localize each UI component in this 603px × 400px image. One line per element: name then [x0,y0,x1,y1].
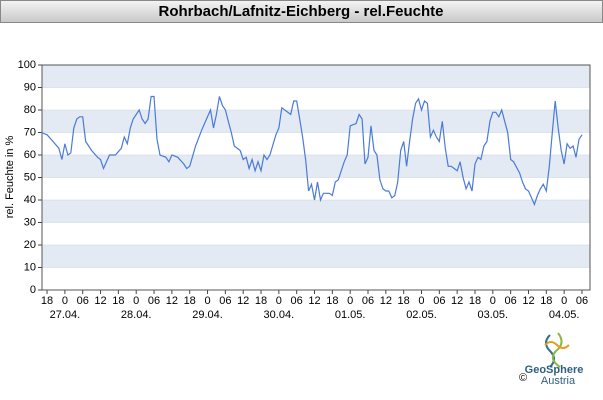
x-tick-label: 18 [469,295,481,307]
y-tick-label: 50 [24,171,36,183]
x-tick-label: 18 [326,295,338,307]
y-tick-label: 20 [24,239,36,251]
x-tick-label: 06 [148,295,160,307]
x-tick-label: 06 [433,295,445,307]
logo-name: GeoSphere [525,364,584,376]
x-tick-label: 12 [451,295,463,307]
grid-band [42,65,590,88]
x-tick-label: 18 [184,295,196,307]
logo-icon [544,332,570,368]
x-tick-label: 12 [166,295,178,307]
x-tick-label: 12 [94,295,106,307]
y-tick-label: 80 [24,104,36,116]
y-tick-label: 70 [24,126,36,138]
logo-swirl [544,341,570,349]
x-tick-label: 0 [347,295,353,307]
y-tick-label: 30 [24,216,36,228]
x-tick-label: 12 [522,295,534,307]
grid-band [42,155,590,178]
logo-sub: Austria [541,375,576,387]
y-axis-label: rel. Feuchte in % [4,136,16,219]
chart-title: Rohrbach/Lafnitz-Eichberg - rel.Feuchte [158,3,443,20]
day-label: 28.04. [121,309,152,321]
x-tick-label: 06 [576,295,588,307]
day-label: 27.04. [50,309,81,321]
x-tick-label: 18 [540,295,552,307]
grid-band [42,200,590,223]
y-tick-label: 100 [18,59,36,71]
logo-swirl [545,334,555,368]
x-tick-label: 06 [362,295,374,307]
x-tick-label: 06 [505,295,517,307]
x-tick-label: 0 [276,295,282,307]
x-tick-label: 0 [62,295,68,307]
x-tick-label: 06 [219,295,231,307]
x-tick-label: 0 [133,295,139,307]
x-tick-label: 12 [308,295,320,307]
plot-border [41,64,591,291]
x-tick-label: 12 [380,295,392,307]
x-tick-label: 12 [237,295,249,307]
day-label: 04.05. [549,309,580,321]
day-label: 02.05. [406,309,437,321]
x-tick-label: 0 [418,295,424,307]
x-tick-label: 18 [112,295,124,307]
x-tick-label: 06 [291,295,303,307]
line-series [40,95,583,207]
grid-band [42,245,590,268]
x-tick-label: 0 [561,295,567,307]
day-label: 30.04. [264,309,295,321]
y-tick-label: 10 [24,261,36,273]
day-label: 29.04. [192,309,223,321]
copyright: © [519,372,527,384]
y-tick-label: 90 [24,81,36,93]
x-tick-label: 06 [77,295,89,307]
logo-swirl [551,332,563,368]
day-label: 01.05. [335,309,366,321]
x-tick-label: 0 [204,295,210,307]
grid-band [42,110,590,133]
day-label: 03.05. [478,309,509,321]
y-tick-label: 60 [24,149,36,161]
x-tick-label: 18 [41,295,53,307]
x-tick-label: 0 [490,295,496,307]
y-tick-label: 40 [24,194,36,206]
y-tick-label: 0 [30,284,36,296]
x-tick-label: 18 [398,295,410,307]
x-tick-label: 18 [255,295,267,307]
